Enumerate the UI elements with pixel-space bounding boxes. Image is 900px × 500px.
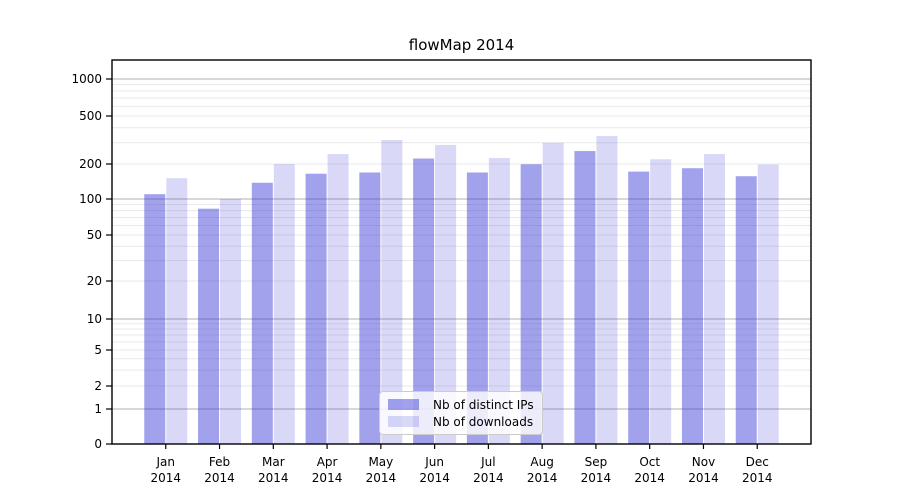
bar-distinct-ips-nov	[681, 168, 703, 444]
y-tick-label: 0	[94, 437, 102, 451]
legend-item-downloads: Nb of downloads	[388, 415, 534, 429]
bar-distinct-ips-jul	[466, 172, 488, 444]
bar-distinct-ips-sep	[574, 151, 596, 444]
x-tick-label-month: Oct	[639, 455, 660, 469]
x-tick-label-month: Nov	[692, 455, 715, 469]
x-tick-label-month: Jan	[156, 455, 176, 469]
x-tick-label-year: 2014	[366, 471, 397, 485]
bar-distinct-ips-mar	[251, 182, 273, 444]
bar-downloads-oct	[650, 159, 672, 444]
legend-swatch-distinct-ips	[388, 399, 419, 410]
bar-distinct-ips-dec	[735, 176, 757, 444]
chart-title: flowMap 2014	[408, 36, 515, 54]
x-tick-label-month: Sep	[585, 455, 608, 469]
bar-downloads-aug	[542, 142, 564, 445]
bar-distinct-ips-jan	[144, 194, 166, 444]
y-tick-label: 10	[87, 312, 102, 326]
x-tick-label-year: 2014	[742, 471, 773, 485]
bar-distinct-ips-may	[359, 172, 381, 444]
legend-item-distinct-ips: Nb of distinct IPs	[388, 398, 534, 412]
bar-distinct-ips-oct	[628, 171, 650, 444]
y-tick-label: 1000	[71, 72, 102, 86]
bar-distinct-ips-apr	[305, 173, 327, 444]
bar-downloads-feb	[220, 199, 242, 444]
bar-downloads-may	[381, 140, 403, 444]
y-tick-label: 5	[94, 343, 102, 357]
x-tick-label-year: 2014	[634, 471, 665, 485]
bar-distinct-ips-aug	[520, 164, 542, 444]
x-tick-label-year: 2014	[312, 471, 343, 485]
legend-swatch-downloads	[388, 416, 419, 427]
bar-downloads-dec	[757, 164, 779, 444]
y-tick-label: 2	[94, 379, 102, 393]
x-tick-label-month: Feb	[209, 455, 230, 469]
bar-distinct-ips-feb	[198, 208, 220, 444]
legend-label-distinct-ips: Nb of distinct IPs	[433, 397, 534, 412]
bar-downloads-jun	[435, 144, 457, 444]
x-tick-label-month: Jun	[424, 455, 444, 469]
x-tick-label-year: 2014	[473, 471, 504, 485]
bar-downloads-jul	[488, 158, 510, 444]
bar-distinct-ips-jun	[413, 158, 435, 444]
bar-downloads-nov	[703, 154, 725, 444]
bar-downloads-sep	[596, 136, 618, 444]
x-tick-label-year: 2014	[527, 471, 558, 485]
legend: Nb of distinct IPs Nb of downloads	[379, 391, 543, 435]
y-tick-label: 50	[87, 228, 102, 242]
bar-downloads-apr	[327, 154, 349, 444]
y-tick-label: 100	[79, 192, 102, 206]
x-tick-label-month: May	[368, 455, 393, 469]
y-tick-label: 500	[79, 109, 102, 123]
x-tick-label-year: 2014	[150, 471, 181, 485]
x-tick-label-year: 2014	[204, 471, 235, 485]
plot-border	[111, 59, 812, 445]
y-tick-label: 20	[87, 274, 102, 288]
bar-downloads-jan	[166, 178, 188, 444]
legend-label-downloads: Nb of downloads	[433, 414, 534, 429]
bar-downloads-mar	[273, 164, 295, 444]
x-tick-label-month: Dec	[746, 455, 769, 469]
x-tick-label-year: 2014	[419, 471, 450, 485]
x-tick-label-month: Apr	[317, 455, 338, 469]
x-tick-label-month: Aug	[530, 455, 553, 469]
x-tick-label-year: 2014	[581, 471, 612, 485]
y-tick-label: 1	[94, 402, 102, 416]
x-tick-label-year: 2014	[258, 471, 289, 485]
x-tick-label-year: 2014	[688, 471, 719, 485]
x-tick-label-month: Mar	[262, 455, 285, 469]
y-tick-label: 200	[79, 157, 102, 171]
x-tick-label-month: Jul	[480, 455, 495, 469]
